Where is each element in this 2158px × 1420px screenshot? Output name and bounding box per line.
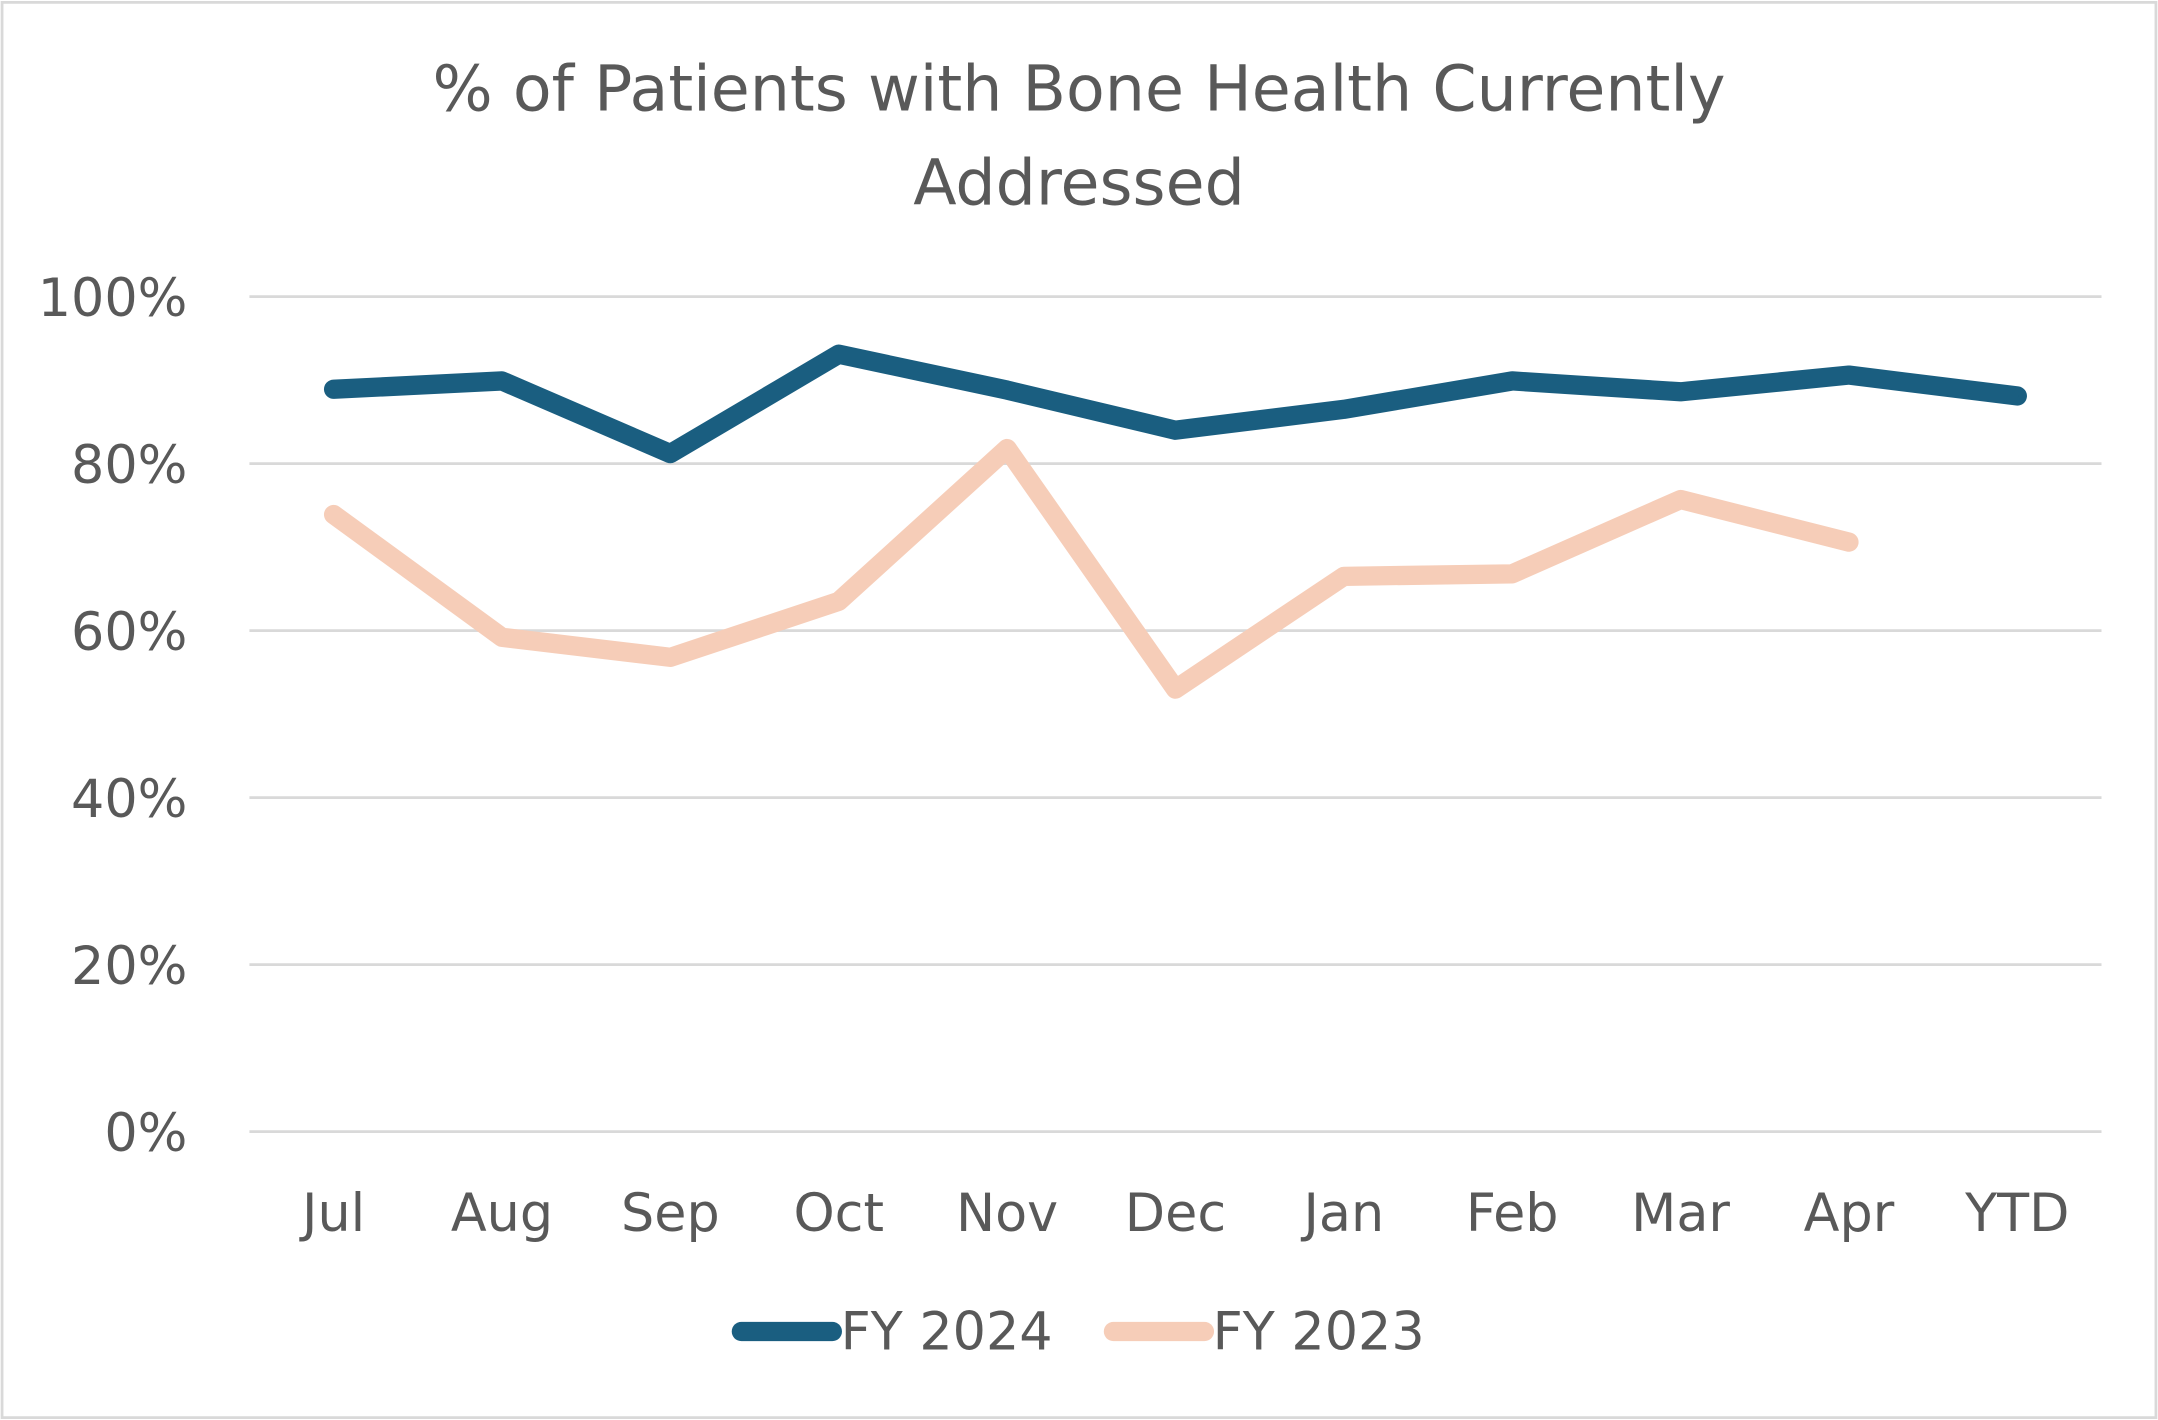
y-tick-label: 0% bbox=[104, 1103, 187, 1164]
x-tick-label: Mar bbox=[1631, 1183, 1730, 1244]
chart-title-line-2: Addressed bbox=[913, 145, 1245, 219]
data-point bbox=[1342, 407, 1346, 411]
data-point bbox=[1510, 379, 1514, 383]
x-tick-label: Aug bbox=[451, 1183, 553, 1244]
legend-label: FY 2024 bbox=[841, 1301, 1053, 1362]
x-tick-label: Jan bbox=[1300, 1183, 1384, 1244]
x-tick-label: Dec bbox=[1125, 1183, 1226, 1244]
data-point bbox=[668, 655, 672, 659]
data-point bbox=[1174, 687, 1177, 691]
x-tick-label: Nov bbox=[956, 1183, 1058, 1244]
data-point bbox=[1847, 540, 1851, 544]
y-tick-label: 40% bbox=[71, 769, 187, 830]
data-point bbox=[1005, 447, 1009, 450]
data-point bbox=[837, 600, 841, 603]
y-tick-label: 80% bbox=[71, 435, 187, 496]
x-tick-label: YTD bbox=[1964, 1183, 2069, 1244]
data-point bbox=[1679, 390, 1682, 394]
y-tick-label: 60% bbox=[71, 602, 187, 663]
data-point bbox=[1679, 498, 1682, 501]
x-tick-label: Oct bbox=[793, 1183, 884, 1244]
data-point bbox=[1510, 572, 1514, 576]
chart-title-line-1: % of Patients with Bone Health Currently bbox=[433, 52, 1726, 126]
data-point bbox=[332, 513, 335, 516]
data-point bbox=[500, 635, 504, 639]
data-point bbox=[837, 352, 841, 356]
data-point bbox=[1847, 373, 1851, 377]
x-tick-label: Jul bbox=[299, 1183, 365, 1244]
y-tick-label: 20% bbox=[71, 936, 187, 997]
x-tick-label: Apr bbox=[1804, 1183, 1895, 1244]
series-line-fy-2023 bbox=[323, 438, 1859, 699]
legend-label: FY 2023 bbox=[1213, 1301, 1425, 1362]
x-tick-label: Feb bbox=[1466, 1183, 1559, 1244]
data-point bbox=[332, 387, 335, 391]
data-point bbox=[500, 379, 504, 383]
data-point bbox=[1174, 428, 1177, 432]
y-tick-label: 100% bbox=[38, 268, 188, 329]
data-point bbox=[668, 452, 672, 455]
data-point bbox=[1005, 388, 1009, 392]
data-point bbox=[2015, 394, 2019, 398]
data-point bbox=[1342, 574, 1346, 578]
x-tick-label: Sep bbox=[621, 1183, 720, 1244]
